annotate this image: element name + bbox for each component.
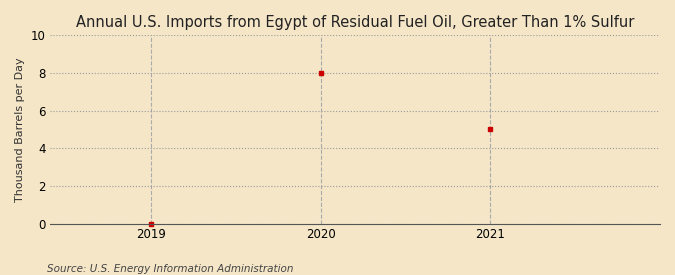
Text: Source: U.S. Energy Information Administration: Source: U.S. Energy Information Administ…	[47, 264, 294, 274]
Y-axis label: Thousand Barrels per Day: Thousand Barrels per Day	[15, 57, 25, 202]
Title: Annual U.S. Imports from Egypt of Residual Fuel Oil, Greater Than 1% Sulfur: Annual U.S. Imports from Egypt of Residu…	[76, 15, 634, 30]
